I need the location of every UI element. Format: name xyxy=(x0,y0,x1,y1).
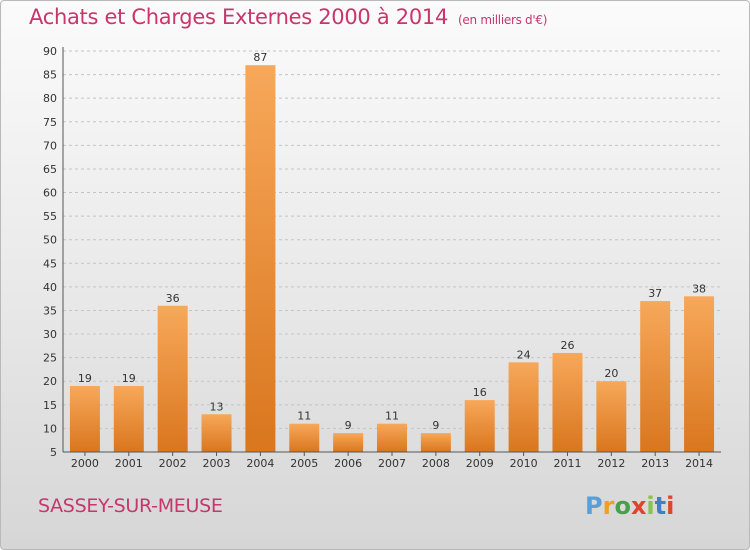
location-name: SASSEY-SUR-MEUSE xyxy=(38,495,223,517)
y-tick-label: 85 xyxy=(43,69,57,82)
chart-title: Achats et Charges Externes 2000 à 2014 (e… xyxy=(29,5,547,29)
bar-2014 xyxy=(684,296,715,452)
bar-2011 xyxy=(552,352,583,452)
logo-letter: x xyxy=(630,492,647,520)
data-label: 20 xyxy=(604,367,618,380)
y-tick-label: 55 xyxy=(43,210,57,223)
data-label: 19 xyxy=(78,372,92,385)
data-label: 24 xyxy=(517,348,531,361)
x-tick-label: 2012 xyxy=(597,457,625,470)
bar-2001 xyxy=(113,385,144,452)
y-tick-label: 60 xyxy=(43,187,57,200)
x-tick-label: 2009 xyxy=(466,457,494,470)
y-tick-label: 30 xyxy=(43,328,57,341)
chart-unit: (en milliers d'€) xyxy=(458,13,548,27)
data-label: 11 xyxy=(385,410,399,423)
logo-letter: t xyxy=(654,492,667,520)
x-tick-label: 2001 xyxy=(115,457,143,470)
x-tick-label: 2011 xyxy=(553,457,581,470)
x-tick-label: 2007 xyxy=(378,457,406,470)
logo-letter: r xyxy=(602,492,615,520)
bar-2009 xyxy=(464,400,495,452)
y-tick-label: 25 xyxy=(43,352,57,365)
data-label: 9 xyxy=(432,419,439,432)
bar-2006 xyxy=(333,433,364,452)
y-tick-label: 75 xyxy=(43,116,57,129)
bar-2000 xyxy=(69,385,100,452)
logo-letter: o xyxy=(614,492,631,520)
logo-letter: P xyxy=(585,492,603,520)
bar-2008 xyxy=(420,433,451,452)
y-tick-label: 5 xyxy=(50,446,57,459)
x-tick-label: 2006 xyxy=(334,457,362,470)
x-tick-label: 2000 xyxy=(71,457,99,470)
y-tick-label: 80 xyxy=(43,92,57,105)
data-label: 9 xyxy=(345,419,352,432)
proxiti-logo: Proxiti xyxy=(585,492,689,522)
bar-2004 xyxy=(245,65,276,452)
x-tick-label: 2003 xyxy=(203,457,231,470)
x-tick-label: 2002 xyxy=(159,457,187,470)
bar-2012 xyxy=(596,381,627,452)
y-tick-label: 35 xyxy=(43,304,57,317)
y-tick-label: 40 xyxy=(43,281,57,294)
y-tick-label: 50 xyxy=(43,234,57,247)
chart-title-text: Achats et Charges Externes 2000 à 2014 xyxy=(29,5,449,29)
y-tick-label: 20 xyxy=(43,375,57,388)
data-label: 13 xyxy=(210,400,224,413)
logo-letter: i xyxy=(646,492,655,520)
y-tick-label: 65 xyxy=(43,163,57,176)
x-tick-label: 2014 xyxy=(685,457,713,470)
bar-2007 xyxy=(377,423,407,452)
y-tick-label: 90 xyxy=(43,45,57,58)
x-tick-label: 2013 xyxy=(641,457,669,470)
data-label: 36 xyxy=(166,292,180,305)
x-tick-label: 2008 xyxy=(422,457,450,470)
y-tick-label: 15 xyxy=(43,399,57,412)
bar-2003 xyxy=(201,414,232,452)
data-label: 26 xyxy=(560,339,574,352)
y-tick-label: 10 xyxy=(43,422,57,435)
bar-2005 xyxy=(289,423,320,452)
y-tick-label: 45 xyxy=(43,257,57,270)
data-label: 16 xyxy=(473,386,487,399)
y-tick-label: 70 xyxy=(43,139,57,152)
data-label: 87 xyxy=(253,51,267,64)
bar-2013 xyxy=(640,301,671,452)
x-tick-label: 2010 xyxy=(510,457,538,470)
x-tick-label: 2005 xyxy=(290,457,318,470)
data-label: 11 xyxy=(297,410,311,423)
bar-2010 xyxy=(508,362,539,452)
data-label: 19 xyxy=(122,372,136,385)
bar-2002 xyxy=(157,305,188,452)
x-tick-label: 2004 xyxy=(246,457,274,470)
data-label: 38 xyxy=(692,282,706,295)
logo-letter: i xyxy=(666,492,675,520)
data-label: 37 xyxy=(648,287,662,300)
